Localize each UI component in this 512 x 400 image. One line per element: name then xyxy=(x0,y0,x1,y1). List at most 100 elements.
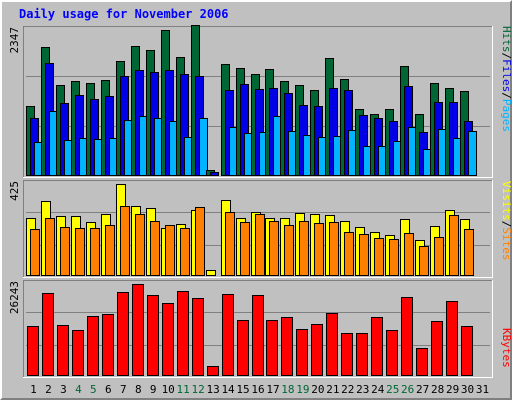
x-tick-label-day-28: 28 xyxy=(431,383,444,396)
x-tick-label-day-29: 29 xyxy=(446,383,459,396)
kbytes-bar-day-18 xyxy=(281,317,293,376)
kbytes-bar-day-9 xyxy=(147,295,159,376)
sites-bar-day-2 xyxy=(45,218,55,276)
kbytes-bar-day-6 xyxy=(102,314,114,376)
series-label-separator: / xyxy=(500,53,512,60)
kbytes-bar-day-23 xyxy=(356,333,368,376)
series-label-files: Files xyxy=(500,59,512,92)
x-tick-label-day-15: 15 xyxy=(236,383,249,396)
x-tick-label-day-7: 7 xyxy=(120,383,127,396)
series-label-pages: Pages xyxy=(500,99,512,132)
sites-bar-day-23 xyxy=(359,234,369,276)
pages-bar-day-30 xyxy=(468,131,477,176)
sites-bar-day-26 xyxy=(404,233,414,276)
kbytes-bar-day-5 xyxy=(87,316,99,376)
x-tick-label-day-3: 3 xyxy=(60,383,67,396)
sites-bar-day-19 xyxy=(299,221,309,276)
kbytes-bar-day-14 xyxy=(222,294,234,376)
sites-bar-day-8 xyxy=(135,214,145,276)
kbytes-bar-day-21 xyxy=(326,313,338,376)
x-tick-label-day-17: 17 xyxy=(266,383,279,396)
sites-bar-day-20 xyxy=(314,223,324,276)
kbytes-bar-day-20 xyxy=(311,324,323,376)
sites-bar-day-6 xyxy=(105,225,115,276)
series-label-sites: Sites xyxy=(500,227,512,260)
kbytes-bar-day-27 xyxy=(416,348,428,376)
kbytes-bar-day-8 xyxy=(132,284,144,376)
kbytes-bar-day-25 xyxy=(386,330,398,376)
panel-3-series-labels: KBytes xyxy=(500,328,512,368)
sites-bar-day-21 xyxy=(329,222,339,276)
sites-bar-day-30 xyxy=(464,229,474,276)
x-tick-label-day-16: 16 xyxy=(251,383,264,396)
x-tick-label-day-30: 30 xyxy=(461,383,474,396)
sites-bar-day-22 xyxy=(344,232,354,276)
kbytes-bar-day-10 xyxy=(162,303,174,376)
x-tick-label-day-18: 18 xyxy=(281,383,294,396)
kbytes-bar-day-24 xyxy=(371,317,383,376)
sites-bar-day-28 xyxy=(434,237,444,276)
sites-bar-day-16 xyxy=(255,214,265,276)
kbytes-bar-day-30 xyxy=(461,326,473,376)
x-tick-label-day-24: 24 xyxy=(371,383,385,396)
sites-bar-day-9 xyxy=(150,221,160,276)
panel-1-series-labels: Hits/Files/Pages xyxy=(500,26,512,132)
visits-bar-day-13 xyxy=(206,270,216,276)
sites-bar-day-15 xyxy=(240,222,250,276)
sites-bar-day-11 xyxy=(180,228,190,276)
series-label-hits: Hits xyxy=(500,26,512,53)
sites-bar-day-17 xyxy=(269,221,279,276)
x-tick-label-day-13: 13 xyxy=(206,383,219,396)
panel-2-series-labels: Visits/Sites xyxy=(500,181,512,261)
kbytes-bar-day-2 xyxy=(42,293,54,376)
x-tick-label-day-2: 2 xyxy=(45,383,52,396)
kbytes-bar-day-13 xyxy=(207,366,219,376)
sites-bar-day-27 xyxy=(419,246,429,276)
x-tick-label-day-4: 4 xyxy=(75,383,82,396)
x-tick-label-day-26: 26 xyxy=(401,383,414,396)
series-label-separator: / xyxy=(500,221,512,228)
x-tick-label-day-31: 31 xyxy=(476,383,489,396)
sites-bar-day-1 xyxy=(30,229,40,276)
sites-bar-day-29 xyxy=(449,215,459,276)
x-tick-label-day-20: 20 xyxy=(311,383,324,396)
kbytes-bar-day-3 xyxy=(57,325,69,376)
sites-bar-day-5 xyxy=(90,228,100,276)
kbytes-bar-day-22 xyxy=(341,333,353,376)
series-label-visits: Visits xyxy=(500,181,512,221)
panel-2-max-label: 425 xyxy=(8,181,21,201)
kbytes-bar-day-29 xyxy=(446,301,458,376)
sites-bar-day-24 xyxy=(374,238,384,276)
x-tick-label-day-19: 19 xyxy=(296,383,309,396)
kbytes-bar-day-4 xyxy=(72,330,84,376)
sites-bar-day-14 xyxy=(225,212,235,276)
kbytes-bar-day-7 xyxy=(117,292,129,376)
x-tick-label-day-12: 12 xyxy=(192,383,205,396)
sites-bar-day-10 xyxy=(165,225,175,276)
kbytes-bar-day-12 xyxy=(192,298,204,376)
pages-bar-day-12 xyxy=(199,118,208,176)
x-tick-label-day-9: 9 xyxy=(150,383,157,396)
x-tick-label-day-23: 23 xyxy=(356,383,369,396)
kbytes-bar-day-28 xyxy=(431,321,443,376)
x-tick-label-day-8: 8 xyxy=(135,383,142,396)
x-tick-label-day-5: 5 xyxy=(90,383,97,396)
x-tick-label-day-27: 27 xyxy=(416,383,429,396)
kbytes-bar-day-17 xyxy=(266,320,278,376)
kbytes-bar-day-15 xyxy=(237,320,249,376)
sites-bar-day-4 xyxy=(75,228,85,276)
kbytes-bar-day-26 xyxy=(401,297,413,376)
files-bar-day-13 xyxy=(210,172,219,176)
x-tick-label-day-1: 1 xyxy=(30,383,37,396)
x-tick-label-day-14: 14 xyxy=(221,383,235,396)
x-tick-label-day-11: 11 xyxy=(177,383,190,396)
panel-1-max-label: 2347 xyxy=(8,27,21,54)
kbytes-bar-day-19 xyxy=(296,329,308,376)
sites-bar-day-12 xyxy=(195,207,205,276)
sites-bar-day-25 xyxy=(389,239,399,276)
kbytes-bar-day-1 xyxy=(27,326,39,376)
sites-bar-day-7 xyxy=(120,206,130,276)
series-label-separator: / xyxy=(500,92,512,99)
series-label-kbytes: KBytes xyxy=(500,328,512,368)
sites-bar-day-18 xyxy=(284,225,294,276)
